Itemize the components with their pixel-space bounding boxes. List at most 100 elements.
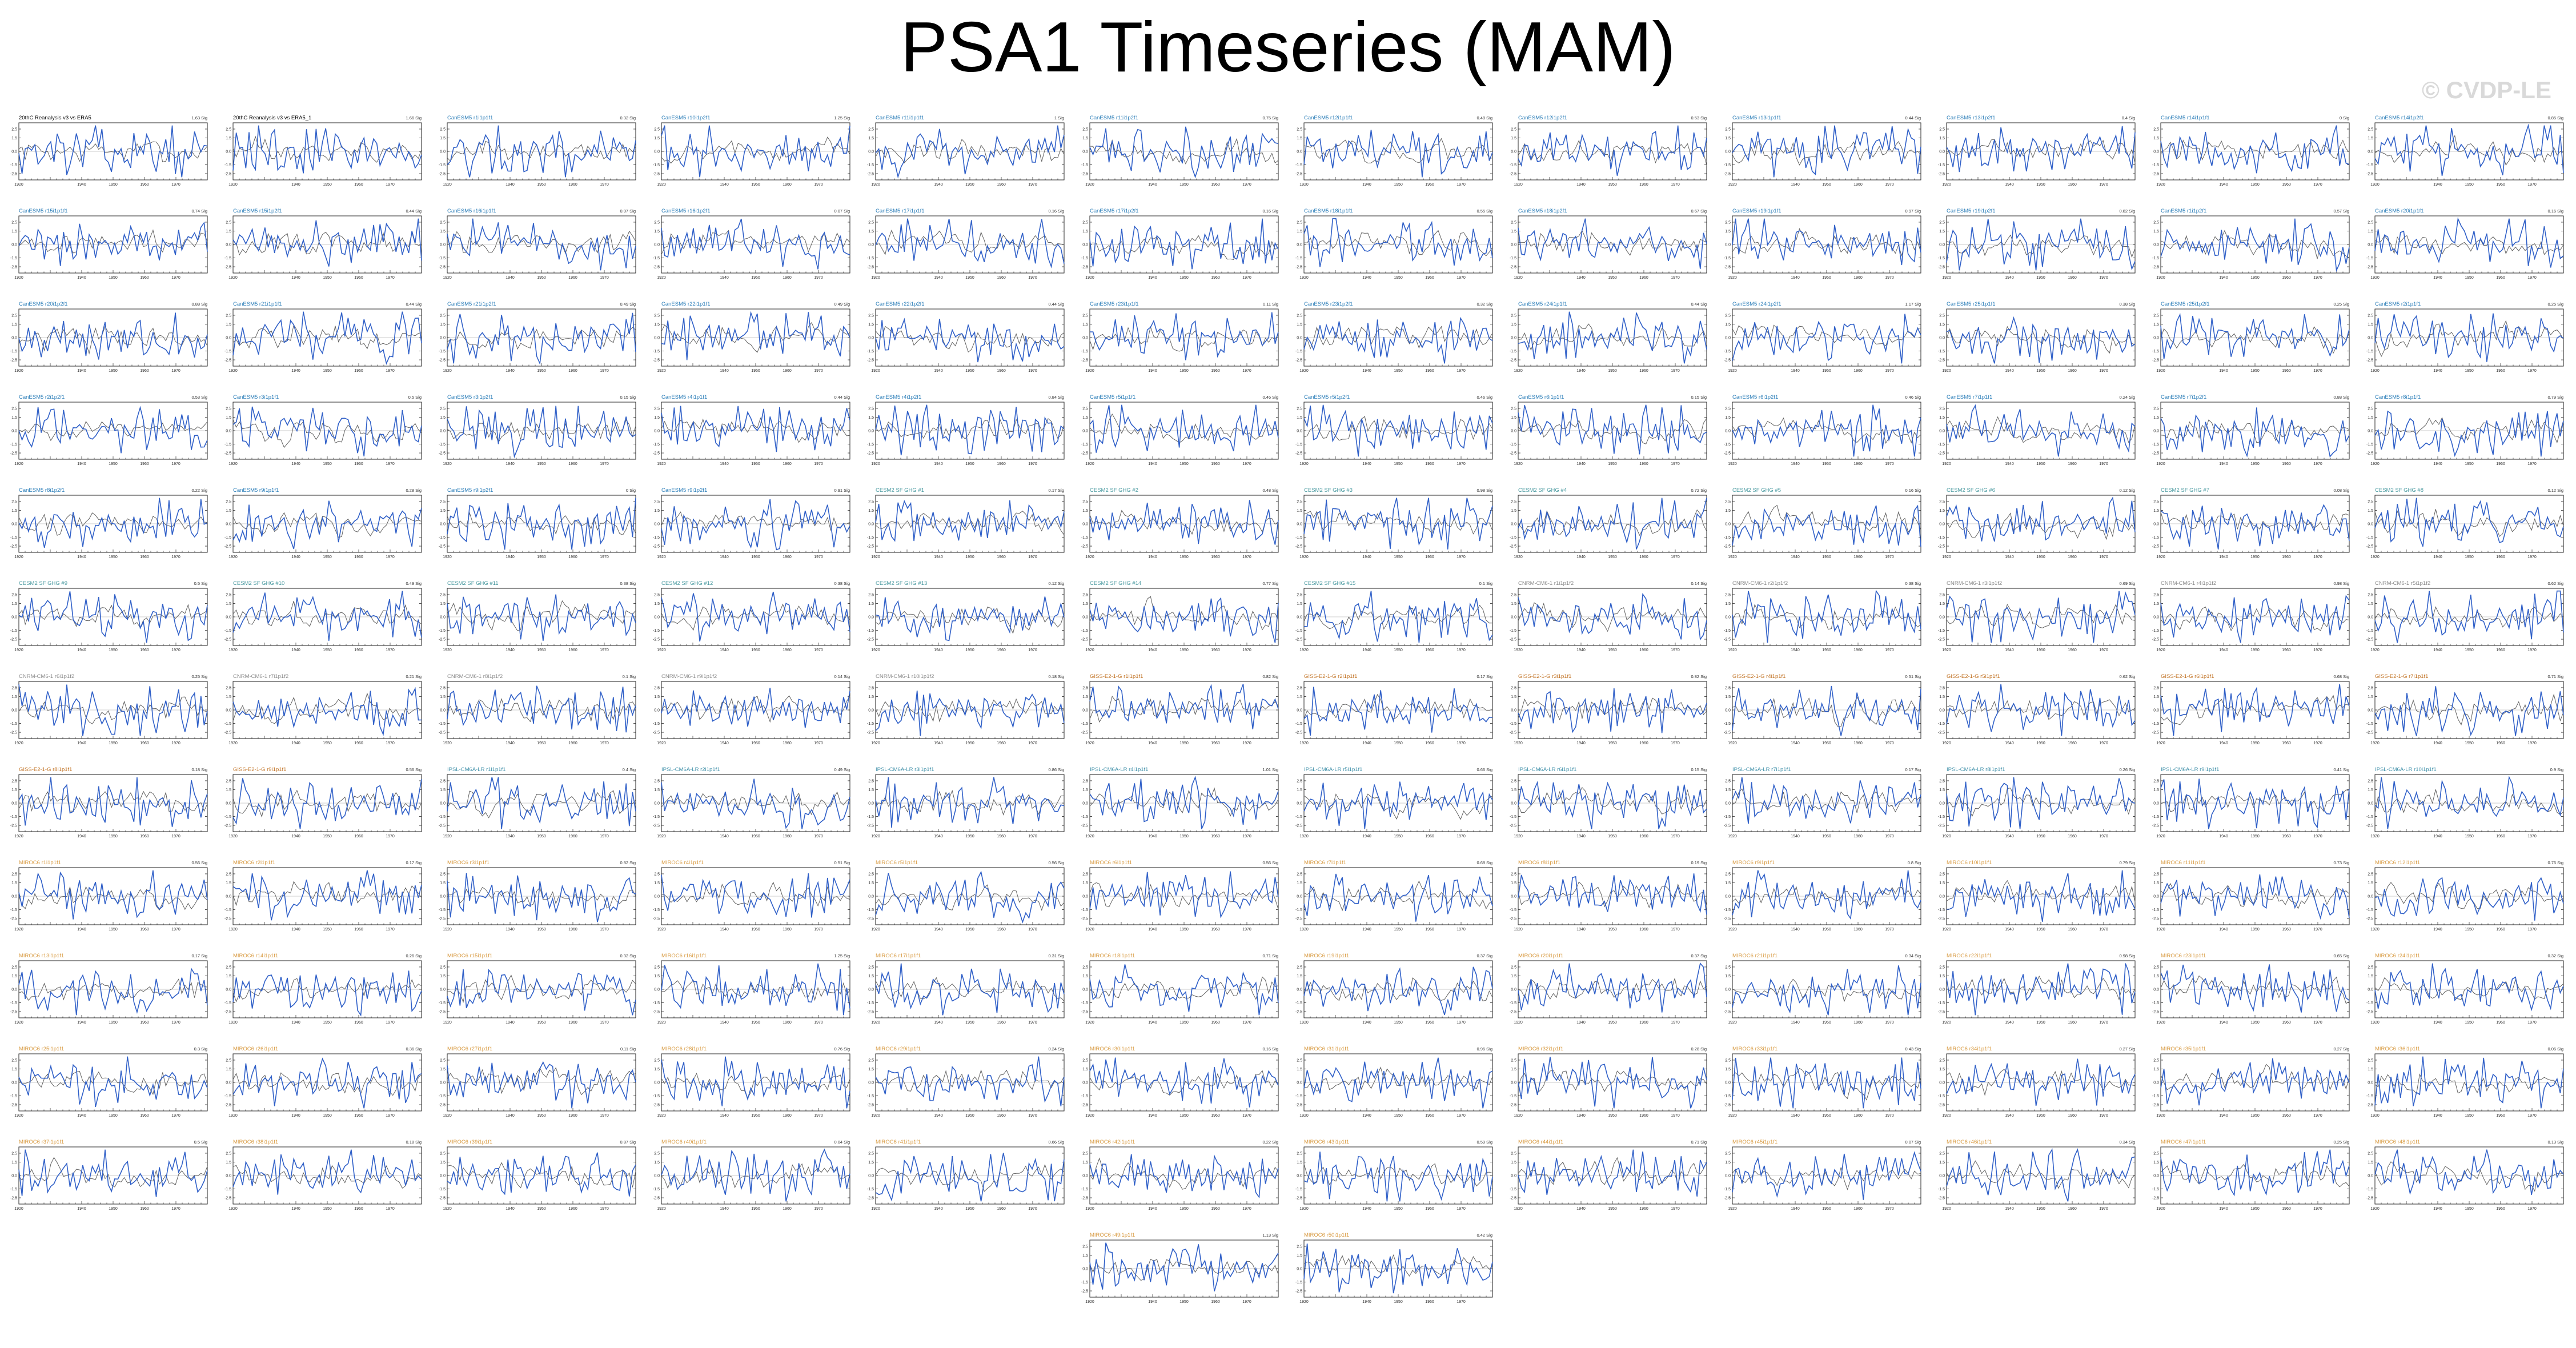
x-tick-label: 1950: [751, 648, 760, 652]
y-tick-label: 1.5: [1082, 695, 1088, 699]
x-tick-label: 1940: [2005, 276, 2014, 280]
panel-title: CESM2 SF GHG #1: [876, 487, 924, 494]
x-tick-label: 1920: [443, 462, 452, 466]
chart-panel: CESM2 SF GHG #11 0.38 Sig 2.5 1.5 0.0 -1.5 -2.…: [439, 580, 636, 652]
y-tick-label: -2.5: [2152, 172, 2159, 176]
y-tick-label: 2.5: [226, 127, 231, 131]
obs-series-line: [1303, 138, 1493, 164]
panel-label: 0.82 Sig: [1262, 674, 1278, 679]
x-tick-label: 1970: [600, 741, 609, 745]
x-tick-label: 1960: [2496, 462, 2505, 466]
y-tick-label: 2.5: [654, 407, 660, 411]
panel-title: CanESM5 r4i1p1f1: [661, 394, 707, 400]
x-tick-label: 1950: [323, 183, 332, 187]
chart-panel: CanESM5 r13i1p1f1 0.44 Sig 2.5 1.5 0.0 -1.5 -2…: [1724, 115, 1921, 187]
panel-title: CanESM5 r14i1p1f1: [2161, 115, 2210, 121]
y-tick-label: 0.0: [654, 336, 660, 340]
y-tick-label: 2.5: [1725, 127, 1731, 131]
y-tick-label: 2.5: [1939, 686, 1945, 690]
panel-title: CanESM5 r21i1p2f1: [447, 301, 496, 307]
y-tick-label: 1.5: [1082, 323, 1088, 327]
x-tick-label: 1950: [1822, 462, 1831, 466]
x-tick-label: 1950: [2036, 648, 2045, 652]
y-tick-label: -1.5: [1938, 536, 1945, 540]
y-tick-label: 0.0: [1297, 150, 1302, 154]
chart-panel: CanESM5 r4i1p1f1 0.44 Sig 2.5 1.5 0.0 -1.5 -2.…: [653, 394, 850, 466]
x-tick-label: 1960: [568, 276, 577, 280]
x-tick-label: 1940: [2219, 648, 2228, 652]
x-tick-label: 1970: [2527, 183, 2537, 187]
x-tick-label: 1950: [1179, 555, 1189, 559]
y-tick-label: 1.5: [1725, 137, 1731, 141]
x-tick-label: 1950: [537, 276, 546, 280]
y-tick-label: 2.5: [654, 593, 660, 597]
x-tick-label: 1920: [1085, 555, 1094, 559]
model-series-line: [18, 125, 208, 178]
obs-series-line: [447, 419, 636, 444]
y-tick-label: 1.5: [1297, 509, 1302, 513]
x-tick-label: 1940: [2219, 555, 2228, 559]
y-tick-label: -1.5: [867, 256, 874, 260]
model-series-line: [1089, 312, 1279, 360]
panel-label: 0.69 Sig: [2119, 581, 2135, 586]
x-tick-label: 1940: [291, 648, 300, 652]
chart-panel: GISS-E2-1-G r3i1p1f1 0.82 Sig 2.5 1.5 0.0 -1.…: [1510, 673, 1707, 745]
x-tick-label: 1920: [657, 741, 666, 745]
panel-label: 0.07 Sig: [834, 208, 850, 214]
panel-title: CESM2 SF GHG #6: [1947, 487, 1995, 494]
model-series-line: [1089, 684, 1279, 729]
panel-label: 0.91 Sig: [834, 488, 850, 493]
y-tick-label: -2.5: [1081, 638, 1088, 642]
y-tick-label: -2.5: [1510, 359, 1516, 363]
y-tick-label: 0.0: [654, 430, 660, 434]
x-tick-label: 1920: [2370, 369, 2380, 373]
y-tick-label: 2.5: [11, 314, 17, 318]
panel-title: CanESM5 r5i1p2f1: [1304, 394, 1350, 400]
panel-title: GISS-E2-1-G r7i1p1f1: [2375, 673, 2428, 680]
model-series-line: [2160, 313, 2350, 359]
y-tick-label: -1.5: [1510, 443, 1516, 447]
panel-title: CNRM-CM6-1 r3i1p1f2: [1947, 580, 2002, 587]
x-tick-label: 1940: [1362, 276, 1371, 280]
y-tick-label: -1.5: [224, 722, 231, 726]
y-tick-label: -2.5: [439, 172, 446, 176]
y-tick-label: -1.5: [1938, 629, 1945, 633]
panel-title: CanESM5 r9i1p2f1: [447, 487, 493, 494]
obs-series-line: [1732, 696, 1921, 727]
y-tick-label: -1.5: [1938, 256, 1945, 260]
x-tick-label: 1940: [77, 648, 86, 652]
x-tick-label: 1940: [1576, 648, 1586, 652]
x-tick-label: 1960: [783, 741, 792, 745]
panel-label: 0.75 Sig: [1262, 115, 1278, 121]
panel-title: CanESM5 r19i1p2f1: [1947, 208, 1996, 214]
x-tick-label: 1920: [1728, 276, 1737, 280]
y-tick-label: 1.5: [226, 602, 231, 606]
x-tick-label: 1920: [228, 835, 238, 839]
obs-series-line: [875, 607, 1065, 635]
model-series-line: [232, 311, 422, 365]
y-tick-label: 0.0: [2368, 523, 2373, 527]
x-tick-label: 1960: [568, 369, 577, 373]
x-tick-label: 1920: [1942, 276, 1951, 280]
y-tick-label: 0.0: [868, 430, 874, 434]
y-tick-label: 2.5: [440, 593, 446, 597]
chart-panel: CESM2 SF GHG #3 0.98 Sig 2.5 1.5 0.0 -1.5 -2.5…: [1295, 487, 1493, 559]
y-tick-label: 1.5: [868, 695, 874, 699]
x-tick-label: 1970: [1028, 462, 1037, 466]
y-tick-label: -1.5: [867, 536, 874, 540]
x-tick-label: 1960: [2068, 741, 2077, 745]
panel-label: 1.66 Sig: [406, 115, 422, 121]
x-tick-label: 1920: [1942, 648, 1951, 652]
chart-panel: CanESM5 r14i1p2f1 0.85 Sig 2.5 1.5 0.0 -1.5 -2…: [2366, 115, 2564, 187]
chart-panel: CanESM5 r18i1p2f1 0.67 Sig 2.5 1.5 0.0 -1.5 -2…: [1510, 208, 1707, 280]
y-tick-label: 2.5: [1297, 407, 1302, 411]
model-series-line: [1946, 218, 2136, 271]
model-series-line: [1946, 316, 2136, 364]
panel-title: CNRM-CM6-1 r2i1p1f2: [1732, 580, 1788, 587]
model-series-line: [2160, 125, 2350, 174]
x-tick-label: 1920: [1514, 276, 1523, 280]
x-tick-label: 1970: [2527, 369, 2537, 373]
x-tick-label: 1950: [751, 183, 760, 187]
panel-title: CESM2 SF GHG #10: [233, 580, 284, 587]
model-series-line: [2374, 590, 2564, 643]
